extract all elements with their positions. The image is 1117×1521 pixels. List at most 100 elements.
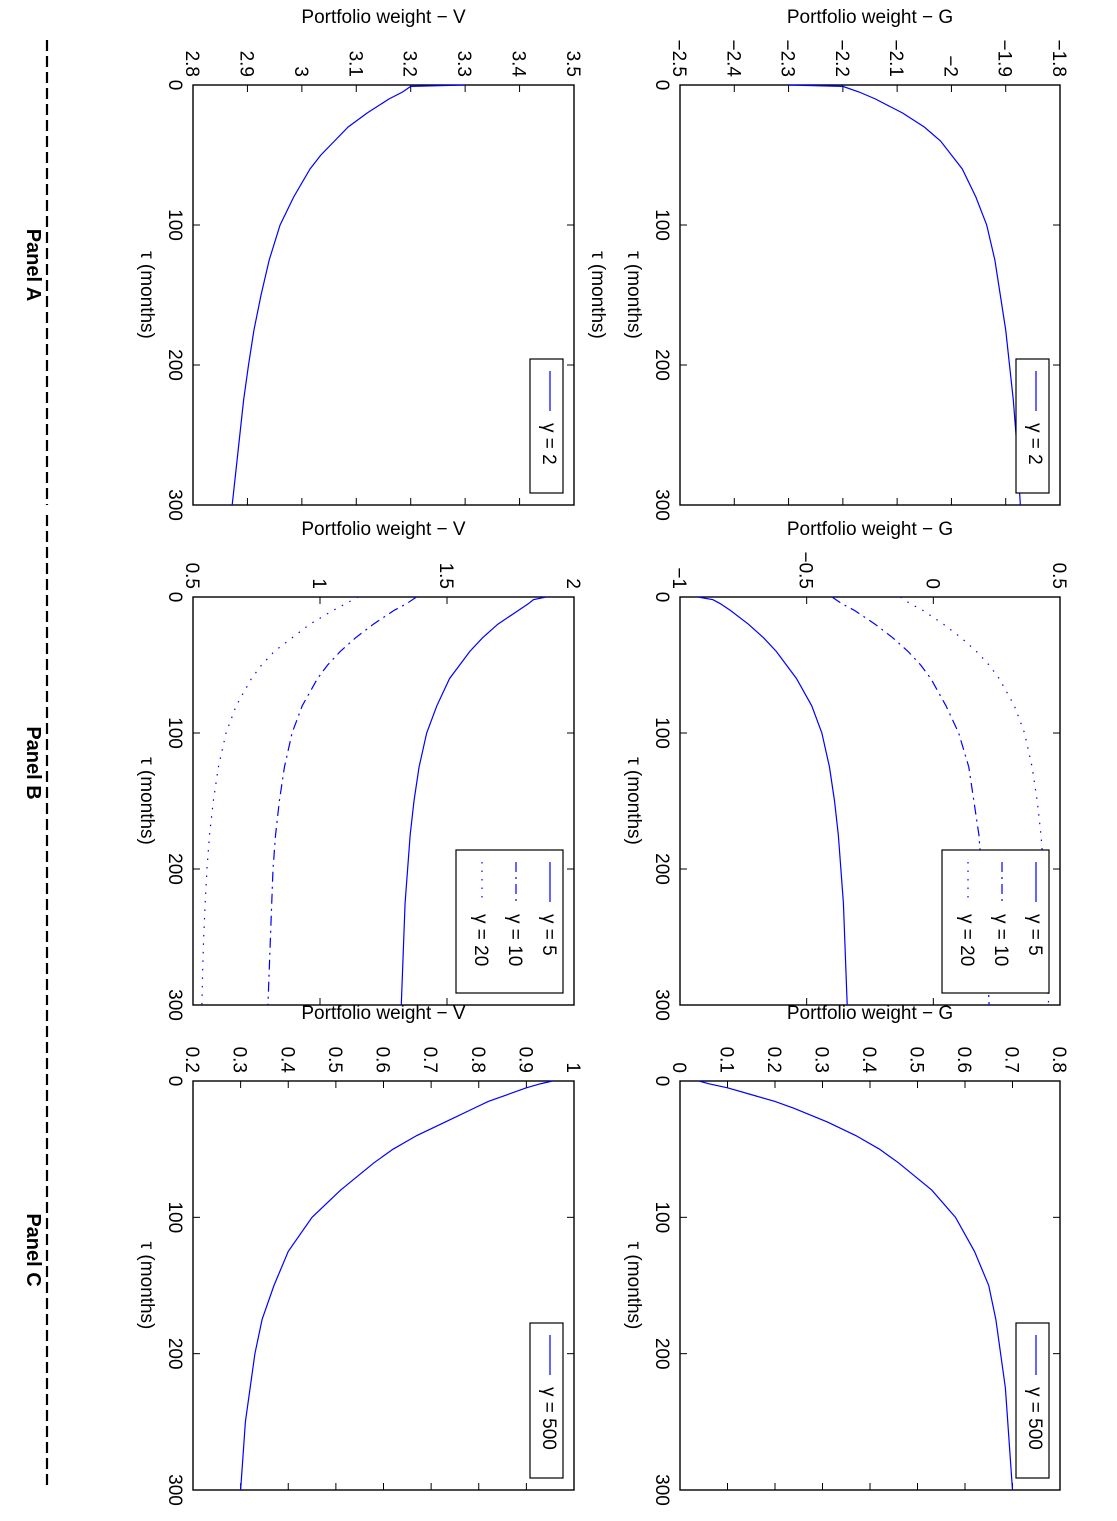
plot-frame [679, 84, 1061, 506]
y-tick-label: −2.3 [777, 39, 798, 77]
chart-c-g: 0 100 200 300 0 0.1 0.2 0.3 0.4 0.5 0.6 0.7 0.8 τ (mo… [623, 1003, 1069, 1506]
y-tick-label: 3 [290, 66, 311, 77]
y-tick-label: 0.2 [763, 1047, 784, 1073]
x-tick-label: 100 [164, 209, 185, 241]
y-tick-label: 3.3 [453, 51, 474, 77]
y-tick-label: 0.9 [514, 1047, 535, 1073]
y-tick-label: 0.8 [1048, 1047, 1069, 1073]
y-tick-label: −2 [939, 55, 960, 77]
x-tick-label: 300 [164, 489, 185, 521]
x-tick-label: 200 [651, 853, 672, 885]
x-tick-label: 300 [651, 1474, 672, 1506]
y-tick-label: 0.7 [1001, 1047, 1022, 1073]
x-tick-label: 200 [164, 349, 185, 381]
x-axis-label: τ (months) [136, 1242, 157, 1330]
legend-label-1: γ = 5 [1024, 914, 1045, 956]
y-tick-label: 1 [562, 1062, 583, 1073]
y-tick-label: 2.8 [181, 51, 202, 77]
y-tick-label: 2 [562, 578, 583, 589]
x-tick-label: 300 [651, 989, 672, 1021]
y-tick-label: 3.2 [399, 51, 420, 77]
plot-frame [679, 1080, 1061, 1491]
y-tick-label: −2.4 [722, 39, 743, 77]
y-tick-label: 0.5 [324, 1047, 345, 1073]
y-tick-label: 0.2 [181, 1047, 202, 1073]
x-tick-label: 100 [651, 717, 672, 749]
x-tick-label: 200 [651, 349, 672, 381]
chart-c-v: 0 100 200 300 0.2 0.3 0.4 0.5 0.6 0.7 0.8 0.9 1 τ (mo… [136, 1003, 583, 1506]
y-tick-label: 0.3 [229, 1047, 250, 1073]
legend: γ = 500 [529, 1322, 564, 1479]
legend-box [529, 1322, 564, 1479]
chart-a-g: 0 100 200 300 −2.5 −2.4 −2.3 −2.2 −2.1 −2 −1.9 −1.8… [623, 7, 1069, 521]
chart-a-v: 0 100 200 300 2.8 2.9 3 3.1 3.2 3.3 3.4 3.5 τ (month… [136, 7, 608, 521]
x-axis-label-extra: τ (months) [587, 251, 608, 339]
series-line-1 [231, 84, 466, 506]
panel-header-b: Panel B [22, 515, 49, 1005]
plot-frame [192, 1080, 575, 1491]
y-tick-label: −1 [668, 567, 689, 589]
legend-label-1: γ = 2 [538, 423, 559, 465]
y-tick-label: 0.5 [181, 563, 202, 589]
x-tick-label: 100 [164, 1201, 185, 1233]
legend-label-1: γ = 500 [538, 1387, 559, 1450]
y-tick-label: 0.3 [811, 1047, 832, 1073]
x-axis-label: τ (months) [136, 757, 157, 845]
series-line-1 [240, 1080, 553, 1491]
y-axis-label: Portfolio weight − V [301, 7, 466, 28]
legend: γ = 500 [1015, 1322, 1050, 1479]
plot-frame [192, 596, 575, 1006]
plot-frame [679, 596, 1061, 1006]
y-tick-label: 0.4 [858, 1047, 879, 1074]
panel-header-c: Panel C [22, 1010, 49, 1490]
y-tick-label: 0 [921, 578, 942, 589]
legend-label-3: γ = 20 [470, 914, 491, 966]
legend-label-3: γ = 20 [956, 914, 977, 966]
x-tick-label: 0 [651, 592, 672, 603]
y-axis-label: Portfolio weight − V [301, 1003, 466, 1024]
y-tick-label: −2.2 [831, 39, 852, 77]
x-axis-label: τ (months) [623, 251, 644, 339]
legend: γ = 2 [1015, 358, 1050, 494]
y-tick-label: 3.1 [344, 51, 365, 77]
x-tick-label: 300 [651, 489, 672, 521]
y-axis-label: Portfolio weight − V [301, 519, 466, 540]
legend-box [529, 358, 564, 494]
series-line-1 [788, 84, 1021, 506]
x-tick-label: 0 [651, 80, 672, 91]
y-tick-label: −1.9 [994, 39, 1015, 77]
legend-label-1: γ = 5 [538, 914, 559, 956]
y-tick-label: 0 [668, 1062, 689, 1073]
chart-b-v: 0 100 200 300 0.5 1 1.5 2 τ (months) Portfolio we… [136, 519, 583, 1021]
x-tick-label: 300 [164, 1474, 185, 1506]
legend-box [455, 849, 564, 994]
x-tick-label: 0 [164, 592, 185, 603]
panel-title-c: Panel C [22, 1213, 44, 1286]
y-tick-label: −1.8 [1048, 39, 1069, 77]
y-tick-label: 0.6 [372, 1047, 393, 1073]
legend: γ = 2 [529, 358, 564, 494]
y-tick-label: 3.4 [508, 51, 529, 78]
x-tick-label: 0 [651, 1076, 672, 1087]
legend-box [941, 849, 1050, 994]
legend-label-1: γ = 500 [1024, 1387, 1045, 1450]
y-tick-label: −2.5 [668, 39, 689, 77]
series-line-1 [697, 596, 848, 1006]
legend-label-2: γ = 10 [504, 914, 525, 966]
x-tick-label: 100 [164, 717, 185, 749]
x-tick-label: 100 [651, 209, 672, 241]
y-axis-label: Portfolio weight − G [787, 7, 953, 28]
y-axis-label: Portfolio weight − G [787, 1003, 953, 1024]
y-tick-label: 0.4 [276, 1047, 297, 1074]
y-tick-label: 2.9 [235, 51, 256, 77]
y-tick-label: 0.5 [906, 1047, 927, 1073]
y-tick-label: 0.7 [419, 1047, 440, 1073]
y-tick-label: 3.5 [562, 51, 583, 77]
x-tick-label: 200 [651, 1338, 672, 1370]
x-tick-label: 0 [164, 1076, 185, 1087]
y-tick-label: −2.1 [885, 39, 906, 77]
series-line-2 [267, 596, 417, 1006]
